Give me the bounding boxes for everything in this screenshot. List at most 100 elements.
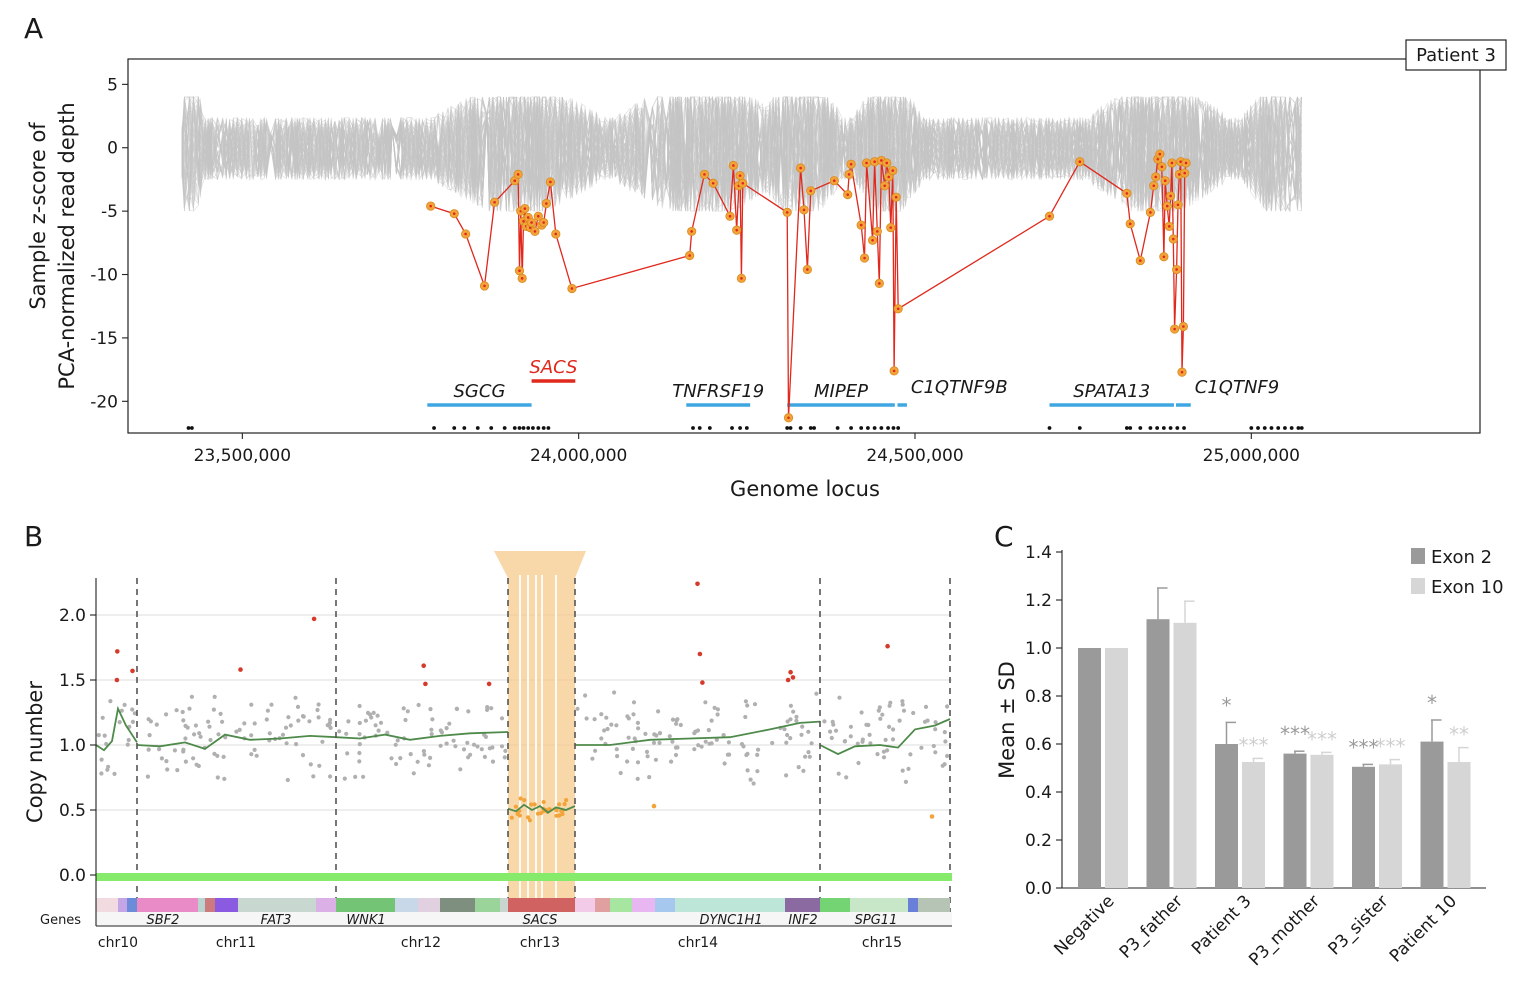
patient-series-point-core (1178, 173, 1181, 176)
panel-a-y-axis: 5 0 -5 -10 -15 -20 (90, 75, 128, 412)
copy-number-point (208, 737, 213, 743)
exon-marker (1175, 426, 1180, 430)
panel-a-y-tick-label: 0 (107, 139, 118, 159)
copy-number-point (189, 694, 194, 699)
patient-series-point-core (876, 230, 879, 233)
copy-number-point (674, 721, 679, 726)
copy-number-point (293, 695, 298, 700)
copy-number-point (502, 755, 507, 760)
copy-number-point (183, 723, 188, 729)
copy-number-point (122, 702, 127, 708)
panel-b-y-axis: 0.0 0.5 1.0 1.5 2.0 (59, 606, 96, 886)
bar-exon-10 (1242, 762, 1265, 888)
patient-series-point-core (1167, 225, 1171, 228)
copy-number-point (398, 756, 403, 761)
copy-number-point (126, 737, 131, 743)
copy-number-point (206, 719, 211, 724)
deletion-point (509, 815, 514, 820)
copy-number-point (848, 734, 853, 739)
gene-track-block (336, 898, 395, 912)
panel-a-gene-tracks: SGCG SACS TNFRSF19 MIPEP C1QTNF9B SPATA13 C1QT… (427, 357, 1279, 407)
deletion-point (525, 815, 531, 820)
copy-number-point (801, 768, 806, 774)
patient-series-point-core (787, 416, 790, 420)
copy-number-point (130, 719, 135, 725)
copy-number-point (215, 775, 220, 780)
panel-a-reference-band (181, 95, 1302, 213)
outlier-point (695, 581, 700, 587)
copy-number-point (429, 727, 434, 732)
copy-number-point (940, 763, 945, 768)
copy-number-point (788, 736, 793, 741)
patient-series-point-core (688, 254, 691, 257)
gene-track-block (316, 898, 336, 912)
copy-number-point (903, 779, 909, 785)
bar-exon-10 (1105, 648, 1128, 888)
patient-series-point-core (526, 216, 530, 219)
copy-number-point (906, 766, 911, 772)
exon-marker (798, 426, 803, 430)
copy-number-point (357, 750, 362, 756)
copy-number-point (451, 738, 456, 743)
copy-number-point (357, 720, 362, 726)
exon-marker (707, 426, 712, 430)
significance-marker: *** (1349, 735, 1379, 759)
significance-marker: * (1427, 691, 1437, 715)
patient-series-point-core (1165, 204, 1169, 208)
gene-track-block (118, 898, 127, 912)
copy-number-point (612, 690, 617, 695)
panel-a-x-tick-label: 23,500,000 (194, 446, 291, 466)
panel-a-x-tick-label: 24,000,000 (530, 446, 627, 466)
copy-number-point (466, 755, 471, 760)
copy-number-point (888, 700, 893, 705)
copy-number-point (357, 732, 362, 737)
chromosome-label-chr14: chr14 (678, 935, 718, 951)
copy-number-point (394, 761, 399, 767)
significance-marker: *** (1280, 722, 1310, 746)
copy-number-point (315, 707, 320, 713)
copy-number-point (482, 754, 487, 760)
copy-number-point (422, 752, 427, 757)
copy-number-point (242, 721, 247, 726)
copy-number-point (900, 768, 905, 773)
copy-number-point (286, 715, 291, 720)
exon-marker (1182, 426, 1186, 430)
exon-marker (788, 426, 793, 430)
panel-a-y-title-line2: PCA-normalized read depth (55, 102, 79, 389)
copy-number-point (316, 715, 321, 720)
gene-label-sacs: SACS (529, 357, 577, 378)
patient-series-point-core (859, 223, 863, 227)
copy-number-point (430, 717, 435, 722)
gene-track-block (215, 898, 238, 912)
patient-series-point-core (889, 226, 893, 229)
patient-series-point-core (785, 211, 789, 214)
chromosome-label-chr12: chr12 (401, 935, 441, 951)
copy-number-point (252, 747, 257, 753)
copy-number-point (294, 742, 299, 747)
copy-number-point (389, 756, 394, 761)
copy-number-point (416, 702, 421, 708)
copy-number-point (411, 771, 416, 776)
copy-number-point (721, 733, 726, 738)
panel-a-y-title-line1: Sample z-score of (26, 122, 50, 310)
copy-number-point (755, 752, 760, 758)
patient-series-point-core (892, 369, 896, 373)
copy-number-point (652, 732, 657, 737)
copy-number-point (799, 732, 804, 737)
copy-number-point (593, 748, 598, 753)
copy-number-point (132, 711, 137, 716)
copy-number-point (159, 756, 164, 761)
patient-series-point-core (523, 207, 527, 210)
panel-c-y-tick-label: 0.4 (1025, 783, 1052, 803)
patient-series-point-core (570, 287, 574, 290)
copy-number-point (444, 741, 449, 746)
chromosome-label-chr15: chr15 (862, 935, 902, 951)
copy-number-point (183, 736, 188, 741)
copy-number-point (175, 768, 180, 773)
copy-number-point (866, 722, 871, 728)
copy-number-point (584, 716, 589, 721)
copy-number-point (618, 770, 623, 776)
exon-marker (1249, 426, 1254, 430)
patient-series-point-core (533, 230, 537, 233)
copy-number-point (378, 720, 384, 725)
